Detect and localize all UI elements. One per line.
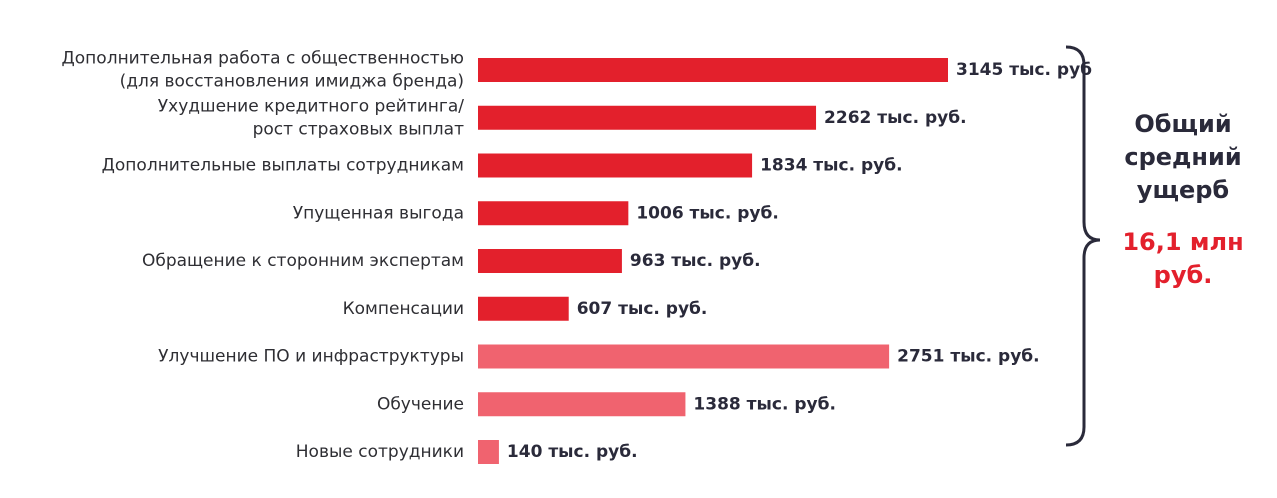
annotation-value: 16,1 млн bbox=[1122, 228, 1243, 256]
bar bbox=[478, 344, 890, 369]
bar bbox=[478, 296, 569, 321]
bar bbox=[478, 201, 629, 226]
category-label: Улучшение ПО и инфраструктуры bbox=[158, 347, 464, 367]
category-label: Ухудшение кредитного рейтинга/ bbox=[158, 96, 464, 116]
value-label: 3145 тыс. руб bbox=[956, 60, 1092, 80]
value-label: 607 тыс. руб. bbox=[577, 299, 708, 319]
bar bbox=[478, 440, 499, 464]
annotation-label: средний bbox=[1124, 143, 1241, 171]
bar bbox=[478, 105, 817, 130]
bar bbox=[478, 58, 948, 82]
category-label: Упущенная выгода bbox=[293, 203, 464, 223]
category-label: Дополнительные выплаты сотрудникам bbox=[102, 156, 464, 176]
value-label: 1006 тыс. руб. bbox=[636, 203, 779, 223]
category-label: Компенсации bbox=[343, 299, 464, 319]
value-label: 140 тыс. руб. bbox=[507, 442, 638, 462]
category-label: Дополнительная работа с общественностью bbox=[62, 49, 465, 69]
annotation-label: ущерб bbox=[1137, 176, 1229, 204]
category-label: Обучение bbox=[377, 394, 464, 414]
value-label: 1388 тыс. руб. bbox=[693, 394, 836, 414]
category-label: Новые сотрудники bbox=[296, 442, 464, 462]
value-label: 1834 тыс. руб. bbox=[760, 156, 903, 176]
bar bbox=[478, 392, 686, 417]
annotation-label: Общий bbox=[1134, 110, 1231, 138]
value-label: 2751 тыс. руб. bbox=[897, 347, 1040, 367]
category-label: рост страховых выплат bbox=[253, 119, 465, 139]
category-label: Обращение к сторонним экспертам bbox=[142, 251, 464, 271]
category-label: (для восстановления имиджа бренда) bbox=[120, 72, 464, 92]
bar bbox=[478, 153, 753, 178]
bracket bbox=[1065, 45, 1101, 447]
annotation-value: руб. bbox=[1154, 261, 1213, 289]
value-label: 2262 тыс. руб. bbox=[824, 108, 967, 128]
bar bbox=[478, 249, 622, 273]
value-label: 963 тыс. руб. bbox=[630, 251, 761, 271]
